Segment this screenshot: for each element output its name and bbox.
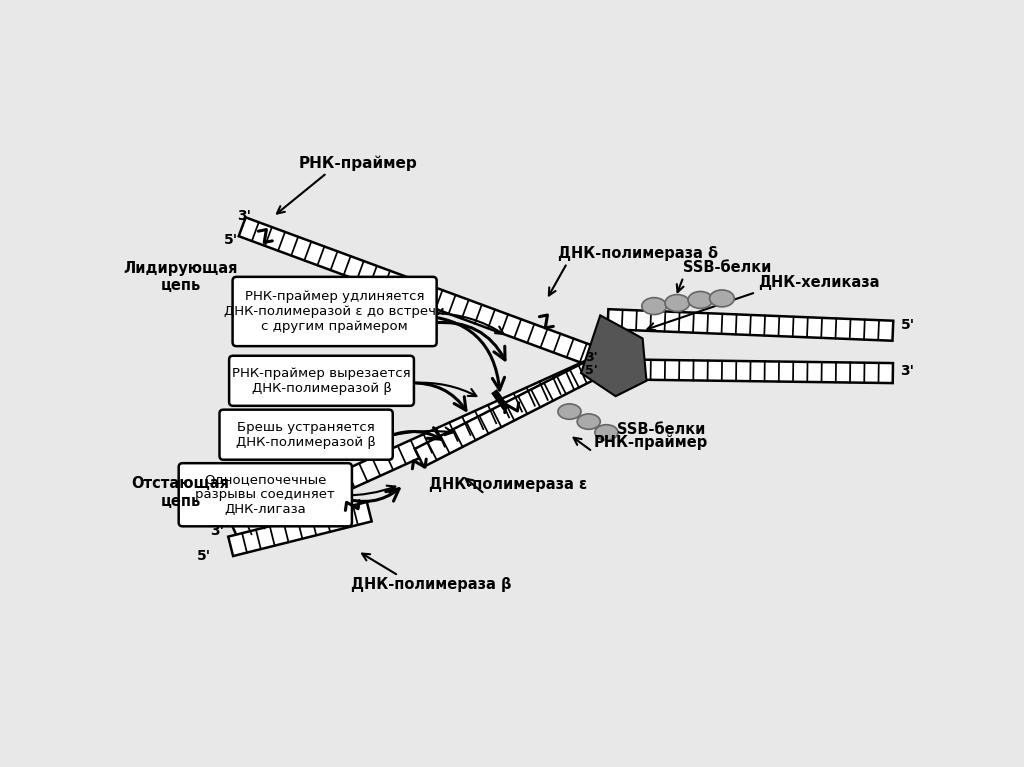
Polygon shape [607,309,893,341]
Text: ДНК-полимераза δ: ДНК-полимераза δ [558,246,718,262]
Text: ДНК-полимераза β: ДНК-полимераза β [350,578,511,592]
Polygon shape [239,217,600,367]
Text: РНК-праймер удлиняется
ДНК-полимеразой ε до встречи
с другим праймером: РНК-праймер удлиняется ДНК-полимеразой ε… [224,290,445,333]
Text: SSB-белки: SSB-белки [683,260,772,275]
Ellipse shape [578,414,600,430]
Text: 3': 3' [900,364,914,378]
Polygon shape [415,357,605,466]
Ellipse shape [558,404,581,420]
Text: 3': 3' [210,524,224,538]
Text: Лидирующая
цепь: Лидирующая цепь [123,261,238,293]
Text: 5': 5' [900,318,914,332]
Ellipse shape [595,425,617,440]
Text: 3': 3' [238,209,252,223]
Text: 5': 5' [585,364,597,377]
Ellipse shape [665,295,689,311]
Text: Одноцепочечные
разрывы соединяет
ДНК-лигаза: Одноцепочечные разрывы соединяет ДНК-лиг… [196,473,335,516]
Ellipse shape [642,298,667,314]
FancyBboxPatch shape [229,356,414,406]
Polygon shape [608,359,893,383]
Text: РНК-праймер: РНК-праймер [298,156,417,171]
Text: ДНК-хеликаза: ДНК-хеликаза [758,275,880,291]
FancyBboxPatch shape [232,277,436,346]
Ellipse shape [710,290,734,307]
Polygon shape [581,315,646,397]
Text: РНК-праймер вырезается
ДНК-полимеразой β: РНК-праймер вырезается ДНК-полимеразой β [232,367,411,395]
FancyBboxPatch shape [178,463,352,526]
Text: 5': 5' [197,549,211,563]
FancyBboxPatch shape [219,410,393,459]
Text: ДНК-полимераза ε: ДНК-полимераза ε [429,477,587,492]
Text: Брешь устраняется
ДНК-полимеразой β: Брешь устраняется ДНК-полимеразой β [237,420,376,449]
Text: РНК-праймер: РНК-праймер [594,435,709,450]
Text: Отстающая
цепь: Отстающая цепь [132,476,229,509]
Ellipse shape [688,291,713,308]
Polygon shape [228,502,372,556]
Polygon shape [230,352,612,540]
Text: 5': 5' [223,233,238,247]
Text: SSB-белки: SSB-белки [617,422,706,436]
Text: 3': 3' [585,351,597,364]
